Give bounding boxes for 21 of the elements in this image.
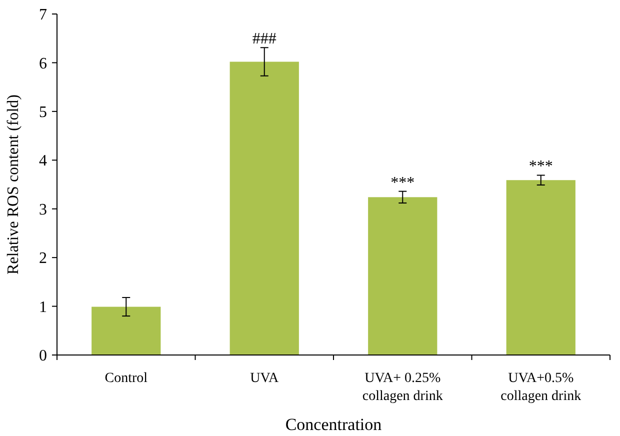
y-tick-label: 5 (39, 104, 47, 122)
bar (92, 306, 161, 355)
y-tick-label: 4 (39, 152, 47, 170)
y-tick-label: 3 (39, 201, 47, 218)
x-tick-label: Control (104, 371, 148, 386)
annotation: *** (390, 174, 415, 192)
x-tick-label: UVA+0.5% collagen drink (500, 371, 582, 404)
bar (368, 197, 438, 355)
y-tick-label: 2 (39, 250, 47, 268)
x-tick-label: UVA (250, 371, 280, 386)
y-tick-label: 7 (39, 6, 47, 24)
y-axis-title: Relative ROS content (fold) (5, 94, 22, 274)
y-tick-label: 0 (39, 348, 47, 365)
annotation: ### (252, 30, 276, 48)
annotation: *** (528, 158, 553, 176)
y-tick-label: 6 (39, 55, 47, 72)
bar (230, 62, 299, 355)
x-tick-label: UVA+ 0.25% collagen drink (362, 371, 443, 404)
x-axis-title: Concentration (285, 415, 382, 434)
bar (506, 180, 576, 355)
y-tick-label: 1 (39, 298, 47, 316)
